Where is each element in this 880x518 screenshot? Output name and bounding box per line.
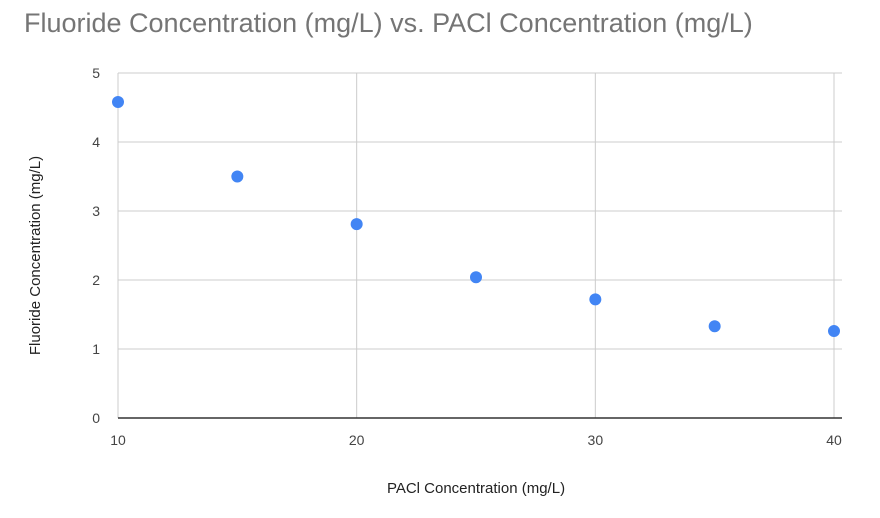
y-tick-label: 3 (92, 203, 100, 219)
y-tick-label: 4 (92, 134, 100, 150)
x-tick-label: 40 (826, 432, 842, 448)
grid-lines (117, 72, 842, 418)
data-point (589, 293, 602, 306)
y-tick-label: 0 (92, 410, 100, 426)
y-tick-label: 2 (92, 272, 100, 288)
chart-title: Fluoride Concentration (mg/L) vs. PACl C… (24, 8, 753, 38)
data-point (112, 95, 124, 108)
data-points (112, 95, 840, 338)
y-tick-label: 1 (92, 341, 100, 357)
y-axis-title: Fluoride Concentration (mg/L) (27, 156, 44, 355)
x-tick-label: 10 (110, 432, 126, 448)
x-tick-label: 30 (588, 432, 604, 448)
data-point (828, 325, 840, 338)
data-point (708, 320, 721, 333)
data-point (350, 218, 363, 231)
data-point (470, 271, 482, 284)
x-tick-label: 20 (349, 432, 365, 448)
tick-labels: 0 1 2 3 4 5 10 20 30 40 (92, 65, 842, 448)
x-axis-title: PACl Concentration (mg/L) (387, 480, 565, 497)
data-point (231, 170, 244, 183)
y-tick-label: 5 (92, 65, 100, 81)
